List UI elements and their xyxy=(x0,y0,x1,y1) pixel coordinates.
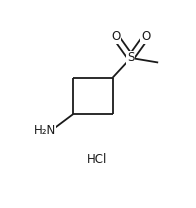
Text: S: S xyxy=(127,51,134,64)
Text: HCl: HCl xyxy=(87,153,108,166)
Text: O: O xyxy=(111,30,120,43)
Text: H₂N: H₂N xyxy=(34,124,56,137)
Text: O: O xyxy=(141,30,151,43)
